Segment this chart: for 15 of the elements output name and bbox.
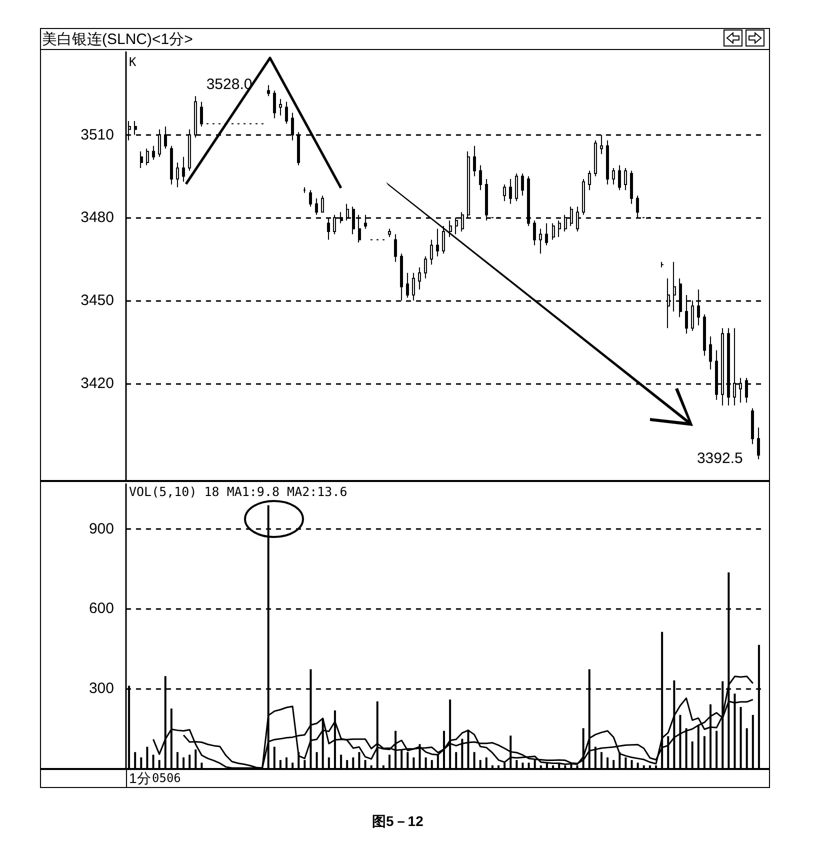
text: 1分	[129, 770, 151, 788]
annotation: 3392.5	[696, 450, 743, 468]
chart-title: 美白银连(SLNC)<1分>	[42, 30, 193, 49]
annotation: K	[129, 55, 136, 69]
y-tick-label: 3480	[80, 209, 114, 226]
caption: 图5－12	[372, 813, 424, 831]
annotation: 3528.0	[206, 76, 252, 94]
y-tick-label: 600	[88, 600, 114, 618]
y-tick-label: 3420	[80, 374, 114, 392]
y-tick-label: 900	[88, 520, 114, 538]
text: 0506	[152, 771, 181, 785]
y-tick-label: 300	[88, 680, 114, 697]
y-tick-label: 3510	[80, 126, 114, 144]
chart-title: VOL(5,10) 18 MA1:9.8 MA2:13.6	[129, 484, 348, 499]
y-tick-label: 3450	[80, 292, 114, 310]
